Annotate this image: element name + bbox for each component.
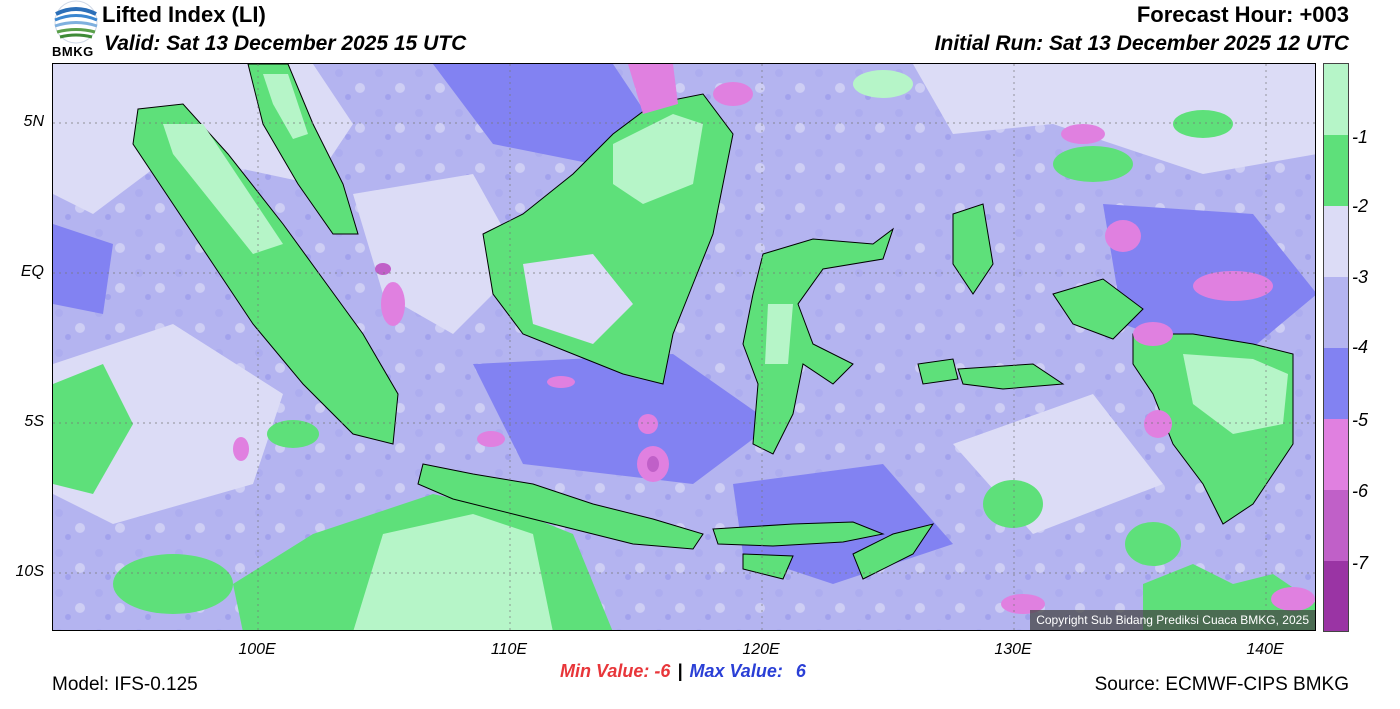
landmass-birds-head bbox=[1052, 278, 1144, 340]
colorbar-segment bbox=[1324, 561, 1348, 631]
colorbar-label: -3 bbox=[1352, 267, 1369, 287]
lon-label-140e: 140E bbox=[1246, 641, 1284, 658]
landmass-java bbox=[417, 463, 704, 550]
forecast-hour: Forecast Hour: +003 bbox=[1136, 2, 1349, 27]
landmass-timor bbox=[852, 523, 935, 580]
unstable-cell bbox=[713, 82, 753, 106]
stable-patch bbox=[267, 420, 319, 448]
lifted-index-map: Copyright Sub Bidang Prediksi Cuaca BMKG… bbox=[52, 63, 1316, 631]
unstable-cell bbox=[638, 414, 658, 434]
landmass-seram bbox=[957, 363, 1065, 390]
lon-label-130e: 130E bbox=[994, 641, 1032, 658]
colorbar bbox=[1323, 63, 1349, 632]
unstable-cell bbox=[1193, 271, 1273, 301]
unstable-cell-core bbox=[647, 456, 659, 472]
new-guinea-stable-core bbox=[1183, 354, 1288, 434]
min-max-separator: | bbox=[677, 661, 683, 681]
region-stable-west bbox=[53, 364, 133, 494]
colorbar-segment bbox=[1324, 348, 1348, 419]
borneo-light-interior bbox=[523, 254, 633, 344]
borneo-stable-core bbox=[613, 114, 703, 204]
min-max-values: Min Value: -6 | Max Value: 6 bbox=[560, 661, 806, 682]
region-stable-south-core bbox=[353, 514, 553, 630]
min-label: Min Value: bbox=[560, 661, 650, 681]
colorbar-label: -7 bbox=[1352, 553, 1369, 573]
stable-patch bbox=[1173, 110, 1233, 138]
map-canvas bbox=[53, 64, 1315, 630]
max-value: 6 bbox=[795, 661, 806, 681]
unstable-cell bbox=[233, 437, 249, 461]
colorbar-segment bbox=[1324, 64, 1348, 135]
max-label: Max Value: bbox=[689, 661, 783, 681]
lat-label-5n: 5N bbox=[23, 113, 44, 130]
stable-patch bbox=[853, 70, 913, 98]
unstable-cell-core bbox=[375, 263, 391, 275]
lon-label-100e: 100E bbox=[238, 641, 276, 658]
valid-time: Valid: Sat 13 December 2025 15 UTC bbox=[104, 32, 467, 55]
logo-text: BMKG bbox=[52, 44, 94, 59]
colorbar-label: -4 bbox=[1352, 337, 1369, 357]
lat-label-5s: 5S bbox=[24, 413, 44, 430]
unstable-cell bbox=[477, 431, 505, 447]
region-unstable bbox=[433, 64, 653, 164]
colorbar-segment bbox=[1324, 277, 1348, 348]
unstable-cell bbox=[381, 282, 405, 326]
region-light bbox=[913, 64, 1315, 174]
sumatra-stable-core bbox=[163, 124, 283, 254]
malay-stable-core bbox=[263, 74, 308, 139]
colorbar-label: -6 bbox=[1352, 481, 1369, 501]
colorbar-segment bbox=[1324, 206, 1348, 277]
stable-patch bbox=[1053, 146, 1133, 182]
sulawesi-stable-core bbox=[765, 304, 793, 364]
unstable-cell bbox=[628, 64, 678, 114]
unstable-cell bbox=[1001, 594, 1045, 614]
unstable-cell bbox=[1271, 587, 1315, 611]
region-unstable bbox=[473, 354, 773, 484]
landmass-bali-nusa-tenggara bbox=[712, 521, 885, 547]
landmass-halmahera bbox=[952, 203, 994, 295]
colorbar-segment bbox=[1324, 135, 1348, 206]
landmass-sumatra bbox=[132, 103, 399, 445]
colorbar-label: -1 bbox=[1352, 127, 1369, 147]
landmass-buru bbox=[917, 358, 959, 385]
colorbar-label: -2 bbox=[1352, 196, 1369, 216]
unstable-cell bbox=[1133, 322, 1173, 346]
initial-run: Initial Run: Sat 13 December 2025 12 UTC bbox=[934, 32, 1349, 55]
stable-patch bbox=[1125, 522, 1181, 566]
lat-label-10s: 10S bbox=[15, 563, 44, 580]
source-label: Source: ECMWF-CIPS BMKG bbox=[1094, 674, 1349, 695]
colorbar-label: -5 bbox=[1352, 410, 1369, 430]
region-unstable bbox=[53, 224, 113, 314]
model-label: Model: IFS-0.125 bbox=[52, 674, 198, 695]
min-value: -6 bbox=[654, 661, 671, 681]
lat-label-eq: EQ bbox=[20, 263, 44, 280]
unstable-cell bbox=[547, 376, 575, 388]
unstable-cell bbox=[1105, 220, 1141, 252]
copyright-notice: Copyright Sub Bidang Prediksi Cuaca BMKG… bbox=[1030, 610, 1315, 630]
unstable-cell bbox=[1061, 124, 1105, 144]
lon-label-120e: 120E bbox=[742, 641, 780, 658]
lon-label-110e: 110E bbox=[490, 641, 528, 658]
unstable-cell bbox=[1144, 410, 1172, 438]
bmkg-logo: BMKG bbox=[50, 0, 102, 62]
colorbar-segment bbox=[1324, 490, 1348, 561]
colorbar-segment bbox=[1324, 419, 1348, 490]
stable-patch bbox=[113, 554, 233, 614]
region-light bbox=[53, 324, 283, 524]
landmass-sulawesi bbox=[742, 227, 894, 455]
graticule bbox=[53, 64, 1315, 630]
stable-patch bbox=[983, 480, 1043, 528]
map-title: Lifted Index (LI) bbox=[102, 2, 266, 27]
